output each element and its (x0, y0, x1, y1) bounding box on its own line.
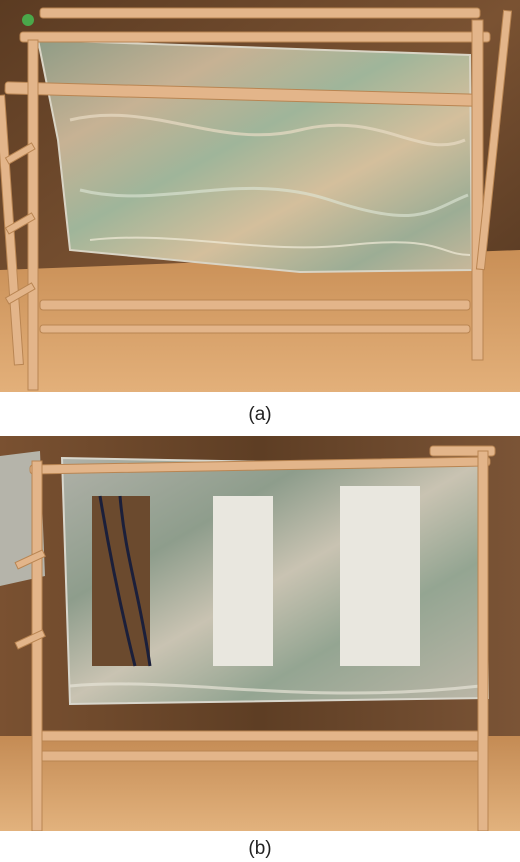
foil-crease (69, 682, 481, 695)
frame-right-post (475, 9, 513, 271)
black-cable (98, 495, 137, 667)
frame-bottom-rail (39, 324, 471, 334)
photo-panel-a (0, 0, 520, 392)
frame-ladder-rung (14, 549, 46, 570)
frame-top-rail (29, 456, 491, 475)
frame-ladder-rung (4, 212, 36, 235)
frame-ladder-rung (14, 629, 46, 650)
frame-top-rail (19, 31, 491, 43)
photo-b-drawing (0, 436, 520, 831)
table-surface (0, 736, 520, 831)
frame-bottom-rail (39, 299, 471, 311)
open-slot-left (92, 496, 150, 666)
frame-bottom-rail (39, 750, 481, 762)
frame-bottom-rail (39, 730, 481, 742)
frame-ladder-rung (4, 142, 36, 165)
caption-b: (b) (248, 838, 272, 859)
black-cable (118, 495, 152, 667)
foil-sheet (36, 38, 474, 274)
white-slot-middle (213, 496, 273, 666)
frame-ladder-rung (4, 282, 36, 305)
photo-panel-b (0, 436, 520, 831)
photo-a-drawing (0, 0, 520, 392)
caption-a: (a) (248, 404, 272, 425)
wooden-frame (0, 7, 513, 391)
table-surface (0, 250, 520, 392)
foil-crease (69, 113, 466, 147)
frame-left-post (31, 460, 43, 831)
wooden-frame (14, 445, 496, 831)
foil-crease (89, 236, 471, 256)
frame-right-post (477, 450, 489, 831)
frame-top-rail (39, 7, 481, 19)
white-slot-right (340, 486, 420, 666)
foil-crease (79, 186, 469, 218)
green-pin (22, 14, 34, 26)
frame-right-post (471, 19, 484, 361)
